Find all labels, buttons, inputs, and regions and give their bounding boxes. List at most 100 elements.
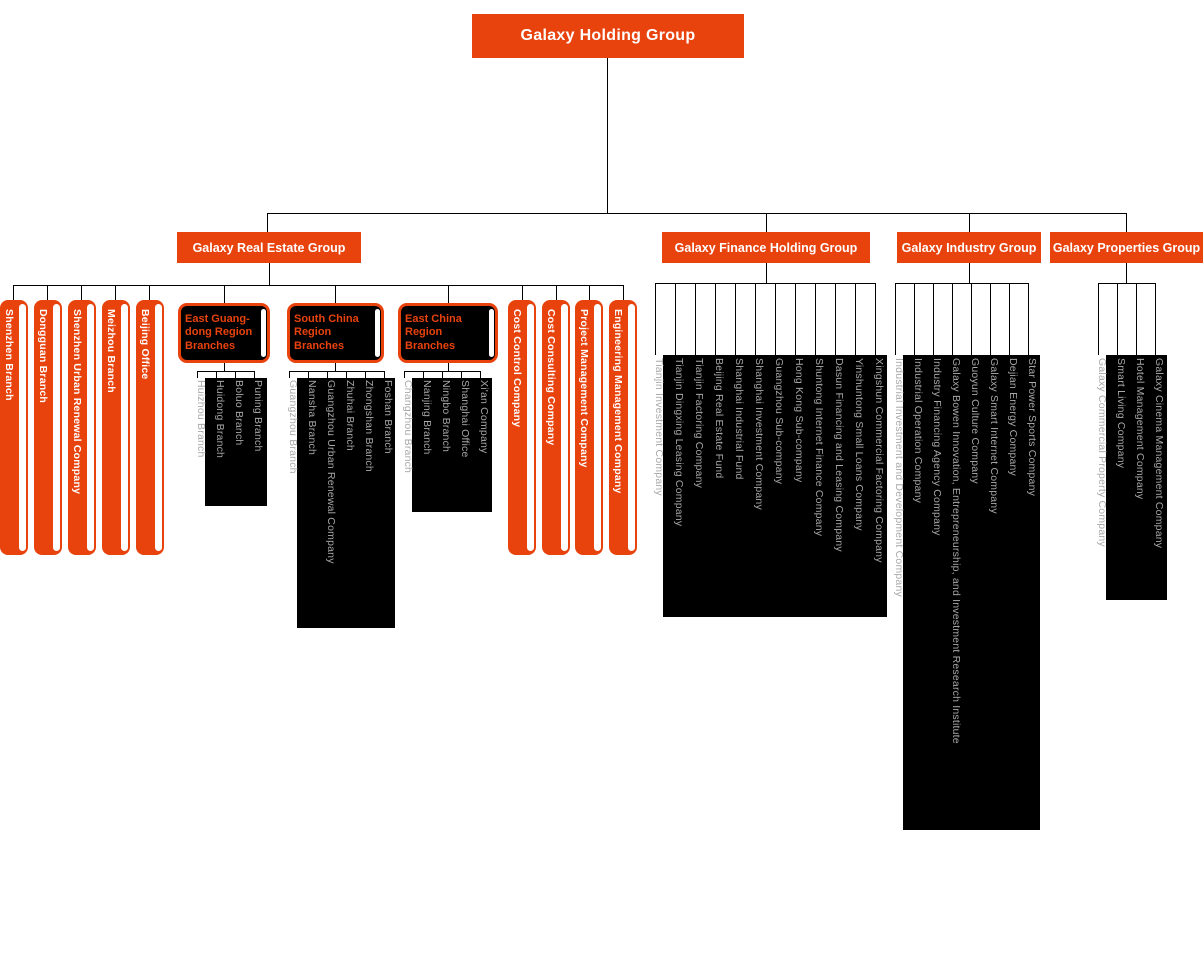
connector-line [289, 371, 385, 372]
connector-line [623, 285, 624, 300]
connector-line [254, 371, 255, 378]
subsidiary-item: Industrial Operation Company [912, 358, 924, 504]
connector-line [835, 283, 836, 355]
subsidiary-item: Shanghai Office [459, 380, 471, 458]
connector-line [461, 371, 462, 378]
branch-label: Shenzhen Urban Renewal Company [71, 309, 83, 495]
subsidiary-item: Industry Financing Agency Company [931, 358, 943, 536]
connector-line [442, 371, 443, 378]
subsidiary-item: Beijing Real Estate Fund [713, 358, 725, 479]
connector-line [655, 283, 656, 355]
connector-line [1098, 283, 1099, 355]
company-box-project-management: Project Management Company [575, 300, 603, 555]
branch-box-urban-renewal: Shenzhen Urban Renewal Company [68, 300, 96, 555]
subsidiary-item: Guangzhou Urban Renewal Company [325, 380, 337, 564]
group-node-industry: Galaxy Industry Group [897, 232, 1041, 263]
connector-line [655, 283, 876, 284]
connector-line [1117, 283, 1118, 355]
connector-line [115, 285, 116, 300]
subsidiary-item: Guangzhou Sub-company [773, 358, 785, 485]
subsidiary-list-backdrop [663, 355, 887, 617]
subsidiary-item: Hong Kong Sub-company [793, 358, 805, 483]
subsidiary-list-backdrop [297, 378, 395, 628]
connector-line [149, 285, 150, 300]
connector-line [423, 371, 424, 378]
connector-line [1155, 283, 1156, 355]
connector-line [775, 283, 776, 355]
connector-line [335, 363, 336, 371]
root-node-galaxy-holding-group: Galaxy Holding Group [472, 14, 744, 58]
connector-line [267, 213, 268, 232]
connector-line [1028, 283, 1029, 355]
subsidiary-item: Zhuhai Branch [344, 380, 356, 451]
connector-line [448, 363, 449, 371]
subsidiary-item: Tianjin Investment Company [653, 358, 665, 496]
subsidiary-item: Guangzhou Branch [287, 380, 299, 474]
subsidiary-item: Star Power Sports Company [1026, 358, 1038, 497]
group-node-properties: Galaxy Properties Group [1050, 232, 1203, 263]
subsidiary-item: Shanghai Investment Company [753, 358, 765, 510]
company-box-engineering-management: Engineering Management Company [609, 300, 637, 555]
connector-line [971, 283, 972, 355]
connector-line [969, 263, 970, 283]
connector-line [267, 213, 1127, 214]
subsidiary-item: Huidong Branch [214, 380, 226, 459]
company-label: Cost Control Company [511, 309, 523, 428]
region-node-south-china: South China Region Branches [287, 303, 384, 363]
subsidiary-item: Galaxy Cinema Management Company [1153, 358, 1165, 549]
region-node-east-china: East China Region Branches [398, 303, 498, 363]
connector-line [914, 283, 915, 355]
connector-line [224, 363, 225, 371]
subsidiary-item: Shuntong Internet Finance Company [813, 358, 825, 537]
connector-line [216, 371, 217, 378]
connector-line [13, 285, 624, 286]
connector-line [522, 285, 523, 300]
connector-line [365, 371, 366, 378]
subsidiary-item: Yinshuntong Small Loans Company [853, 358, 865, 531]
subsidiary-item: Changzhou Branch [402, 380, 414, 474]
company-box-cost-control: Cost Control Company [508, 300, 536, 555]
group-node-finance: Galaxy Finance Holding Group [662, 232, 870, 263]
connector-line [1136, 283, 1137, 355]
group-label: Galaxy Properties Group [1052, 240, 1201, 255]
connector-line [197, 371, 198, 378]
connector-line [695, 283, 696, 355]
group-node-real-estate: Galaxy Real Estate Group [177, 232, 361, 263]
subsidiary-item: Galaxy Smart Internet Company [988, 358, 1000, 514]
connector-line [335, 285, 336, 303]
subsidiary-item: Boluo Branch [233, 380, 245, 446]
branch-box-dongguan: Dongguan Branch [34, 300, 62, 555]
subsidiary-item: Puning Branch [252, 380, 264, 452]
region-node-east-guangdong: East Guang-dong Region Branches [178, 303, 270, 363]
connector-line [13, 285, 14, 300]
region-label: East China Region Branches [405, 312, 462, 352]
connector-line [933, 283, 934, 355]
connector-line [607, 58, 608, 213]
connector-line [448, 285, 449, 303]
connector-line [224, 285, 225, 303]
connector-line [855, 283, 856, 355]
subsidiary-list-backdrop [412, 378, 492, 512]
connector-line [346, 371, 347, 378]
branch-label: Meizhou Branch [105, 309, 117, 393]
connector-line [47, 285, 48, 300]
connector-line [715, 283, 716, 355]
connector-line [289, 371, 290, 378]
connector-line [766, 213, 767, 232]
subsidiary-item: Xingshun Commercial Factoring Company [873, 358, 885, 563]
connector-line [815, 283, 816, 355]
subsidiary-list-backdrop [1106, 355, 1167, 600]
region-label: South China Region Branches [294, 312, 359, 352]
connector-line [952, 283, 953, 355]
company-box-cost-consulting: Cost Consulting Company [542, 300, 570, 555]
connector-line [1098, 283, 1156, 284]
subsidiary-item: Smart Living Company [1115, 358, 1127, 469]
subsidiary-item: Industrial Investment and Development Co… [893, 358, 905, 597]
subsidiary-list-backdrop [205, 378, 267, 506]
connector-line [895, 283, 1029, 284]
connector-line [404, 371, 405, 378]
subsidiary-item: Tianjin Dingxing Leasing Company [673, 358, 685, 527]
connector-line [875, 283, 876, 355]
subsidiary-item: Ningbo Branch [440, 380, 452, 453]
